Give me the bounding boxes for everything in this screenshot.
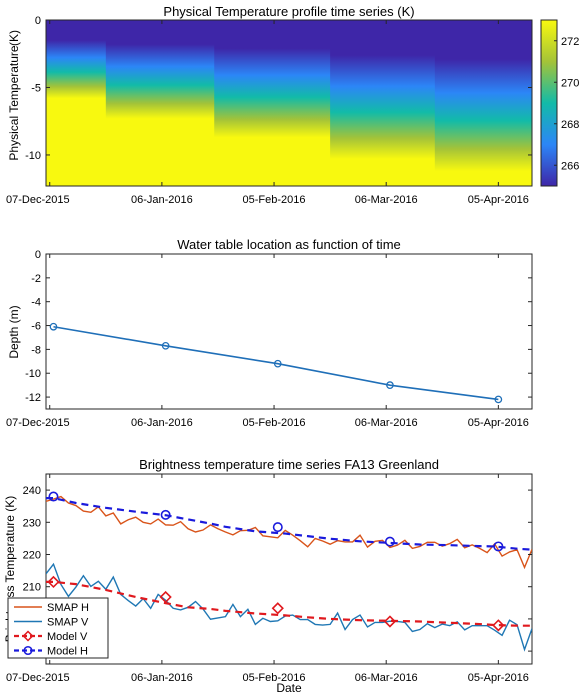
panel1-ylabel: Physical Temperature bbox=[7, 45, 21, 160]
heatmap-column bbox=[214, 20, 331, 186]
water-table-point bbox=[386, 381, 394, 390]
legend-marker bbox=[22, 630, 34, 642]
x-tick-label: 06-Mar-2016 bbox=[355, 194, 418, 206]
model-v-marker bbox=[492, 619, 505, 632]
y-tick-label: 220 bbox=[23, 550, 41, 562]
x-tick-label: 06-Jan-2016 bbox=[131, 672, 193, 684]
water-table-series bbox=[49, 322, 503, 404]
x-tick-label: 05-Apr-2016 bbox=[468, 672, 529, 684]
heatmap-column bbox=[105, 20, 215, 186]
y-tick-label: 0 bbox=[35, 15, 41, 27]
panel1-ylabel-unit: (K) bbox=[7, 30, 21, 46]
y-tick-label: -2 bbox=[31, 273, 41, 285]
heatmap-column bbox=[46, 20, 107, 186]
model-v-marker bbox=[271, 602, 284, 615]
y-tick-label: 210 bbox=[23, 582, 41, 594]
x-tick-label: 06-Mar-2016 bbox=[355, 417, 418, 429]
model-v-marker bbox=[47, 575, 60, 589]
y-tick-label: -6 bbox=[31, 321, 41, 333]
panel1-x-ticks: 07-Dec-2015 06-Jan-2016 05-Feb-2016 06-Mar-… bbox=[6, 20, 529, 206]
legend-label: Model H bbox=[47, 646, 88, 658]
brightness-series bbox=[46, 491, 532, 652]
y-tick-label: 0 bbox=[35, 249, 41, 261]
brightness-temperature-panel: Brightness temperature time series FA13 … bbox=[3, 457, 533, 695]
panel2-x-ticks: 07-Dec-2015 06-Jan-2016 05-Feb-2016 06-Mar-… bbox=[6, 254, 529, 429]
legend-label: Model V bbox=[47, 631, 88, 643]
y-tick-label: -12 bbox=[25, 392, 41, 404]
legend-label: SMAP H bbox=[47, 602, 89, 614]
water-table-point bbox=[49, 322, 58, 331]
colorbar-gradient bbox=[540, 19, 558, 187]
panel2-frame bbox=[45, 253, 533, 410]
heatmap-column bbox=[330, 20, 436, 186]
panel2-title: Water table location as function of time bbox=[177, 237, 401, 252]
smap-h-line bbox=[46, 495, 532, 570]
x-tick-label: 05-Feb-2016 bbox=[243, 417, 306, 429]
panel1-y-ticks: 0 -5 -10 bbox=[25, 15, 532, 162]
panel3-title: Brightness temperature time series FA13 … bbox=[139, 457, 439, 472]
colorbar-tick-label: 268 bbox=[561, 119, 579, 131]
model-h-marker bbox=[272, 522, 283, 533]
x-tick-label: 07-Dec-2015 bbox=[6, 417, 70, 429]
colorbar: 272 270 268 266 bbox=[540, 19, 579, 187]
panel2-y-ticks: 0 -2 -4 -6 -8 -10 -12 bbox=[25, 249, 532, 404]
y-tick-label: -10 bbox=[25, 368, 41, 380]
model-h-line bbox=[46, 497, 532, 551]
water-table-point bbox=[161, 341, 170, 350]
panel1-title: Physical Temperature profile time series… bbox=[163, 4, 414, 19]
y-tick-label: -5 bbox=[31, 82, 41, 94]
colorbar-tick-label: 266 bbox=[561, 160, 579, 172]
panel2-ylabel: Depth (m) bbox=[7, 305, 21, 358]
colorbar-ticks: 272 270 268 266 bbox=[554, 36, 579, 172]
y-tick-label: 240 bbox=[23, 485, 41, 497]
legend: SMAP H SMAP V Model V Model H bbox=[7, 597, 109, 659]
model-v-line bbox=[46, 580, 532, 627]
x-tick-label: 05-Apr-2016 bbox=[468, 417, 529, 429]
colorbar-tick-label: 272 bbox=[561, 36, 579, 48]
water-table-line bbox=[53, 325, 499, 401]
colorbar-tick-label: 270 bbox=[561, 77, 579, 89]
water-table-point bbox=[273, 359, 282, 368]
x-tick-label: 06-Jan-2016 bbox=[131, 417, 193, 429]
y-tick-label: -4 bbox=[31, 297, 41, 309]
panel3-x-ticks: 07-Dec-2015 06-Jan-2016 05-Feb-2016 06-Mar-… bbox=[6, 474, 529, 684]
model-h-marker bbox=[384, 536, 395, 547]
water-table-point bbox=[494, 395, 503, 404]
panel3-xlabel: Date bbox=[276, 681, 302, 695]
x-tick-label: 05-Feb-2016 bbox=[243, 672, 306, 684]
model-v-marker bbox=[383, 615, 397, 628]
legend-label: SMAP V bbox=[47, 617, 89, 629]
model-h-marker bbox=[160, 509, 171, 520]
model-h-marker bbox=[493, 541, 504, 552]
x-tick-label: 05-Feb-2016 bbox=[243, 194, 306, 206]
panel3-frame bbox=[45, 473, 533, 665]
temperature-profile-panel: Physical Temperature profile time series… bbox=[6, 4, 579, 206]
panel1-frame bbox=[45, 19, 533, 187]
y-tick-label: -10 bbox=[25, 150, 41, 162]
x-tick-label: 06-Mar-2016 bbox=[355, 672, 418, 684]
x-tick-label: 07-Dec-2015 bbox=[6, 194, 70, 206]
y-tick-label: 230 bbox=[23, 517, 41, 529]
legend-marker bbox=[23, 645, 33, 656]
model-h-marker bbox=[48, 491, 59, 502]
x-tick-label: 07-Dec-2015 bbox=[6, 672, 70, 684]
model-v-marker bbox=[159, 590, 172, 604]
legend-items: SMAP H SMAP V Model V Model H bbox=[14, 602, 89, 658]
x-tick-label: 05-Apr-2016 bbox=[468, 194, 529, 206]
x-tick-label: 06-Jan-2016 bbox=[131, 194, 193, 206]
y-tick-label: -8 bbox=[31, 344, 41, 356]
heatmap-column bbox=[434, 20, 532, 186]
water-table-panel: Water table location as function of time… bbox=[6, 237, 533, 429]
heatmap-columns bbox=[46, 20, 532, 186]
